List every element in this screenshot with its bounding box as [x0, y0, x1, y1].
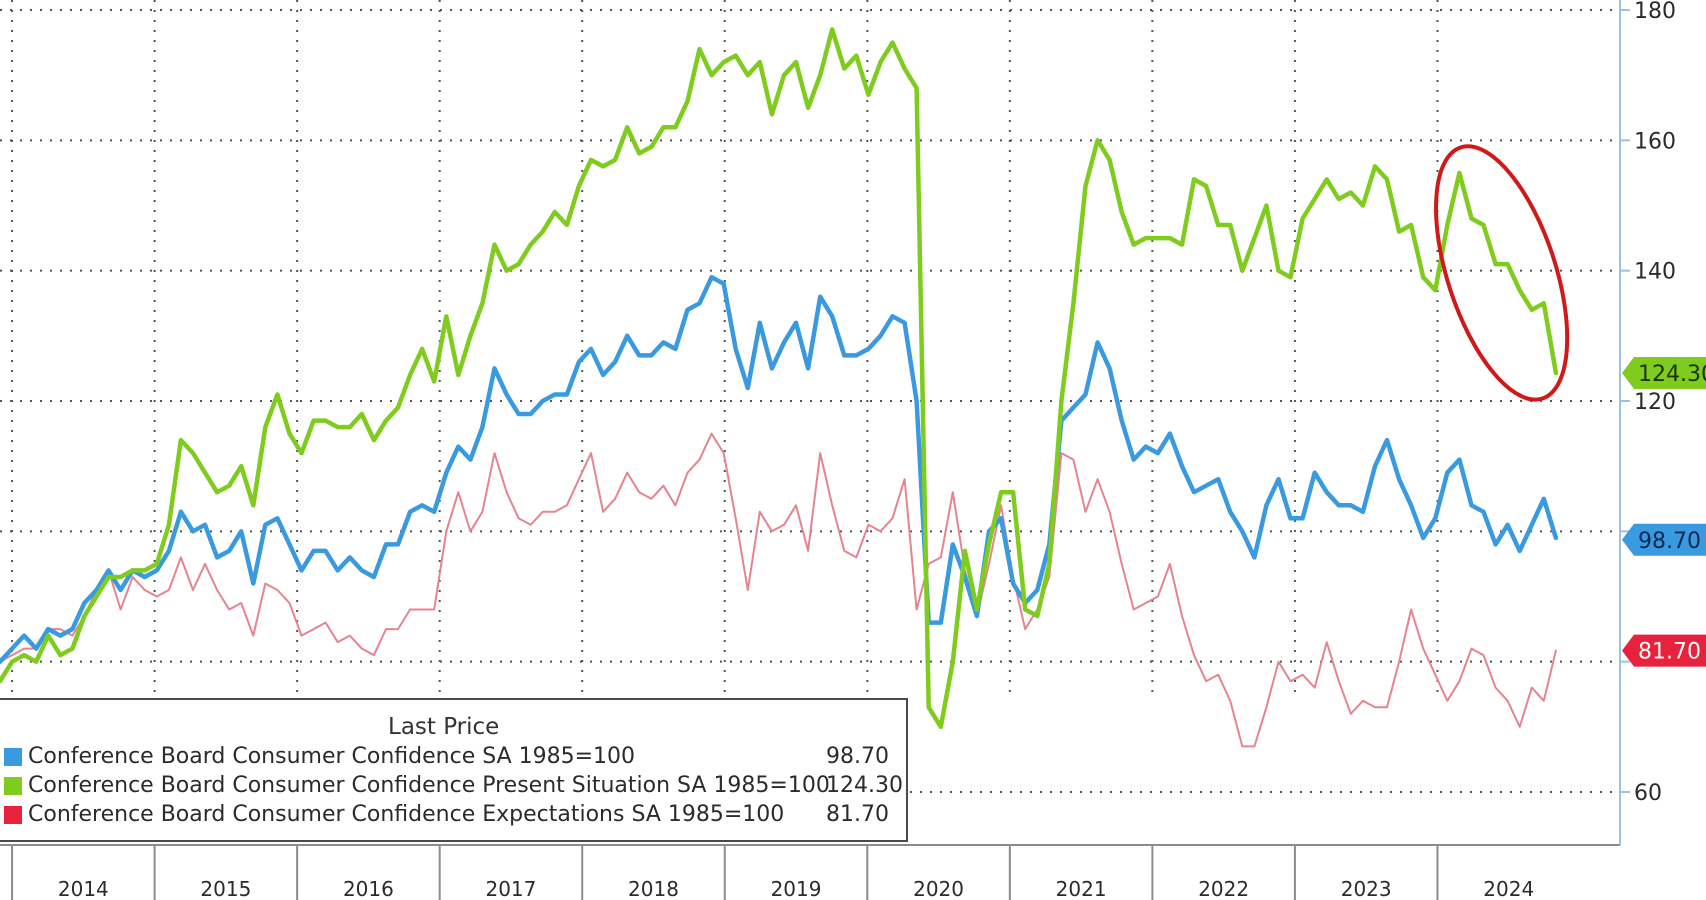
x-tick-label: 2023 [1341, 877, 1392, 900]
series-line-0 [0, 274, 1559, 664]
x-tick-label: 2020 [913, 877, 964, 900]
last-value-tag [1622, 356, 1706, 389]
legend-value: 98.70 [826, 744, 889, 769]
x-tick-label: 2015 [200, 877, 251, 900]
y-axis-ticks: 60 120 140 160 180 [1620, 0, 1676, 806]
last-value-tags: 98.70 124.30 81.70 [1622, 356, 1706, 667]
y-tick-label: 60 [1634, 781, 1662, 806]
series-lines [0, 27, 1559, 748]
legend-item: Conference Board Consumer Confidence SA … [4, 744, 904, 772]
legend-value: 81.70 [826, 802, 889, 827]
x-tick-label: 2016 [343, 877, 394, 900]
legend-swatch [4, 748, 22, 766]
legend-label: Conference Board Consumer Confidence Exp… [28, 802, 785, 827]
x-tick-label: 2024 [1483, 877, 1534, 900]
last-value-label: 81.70 [1638, 640, 1701, 665]
highlight-ellipse [1434, 144, 1570, 402]
x-tick-label: 2021 [1056, 877, 1107, 900]
x-axis-ticks: 2014 2015 2016 2017 2018 2019 2020 2021 2022 2023… [11, 845, 1534, 900]
last-value-label: 124.30 [1638, 362, 1706, 387]
legend-swatch [4, 806, 22, 824]
last-value-label: 98.70 [1638, 529, 1701, 554]
x-tick-label: 2018 [628, 877, 679, 900]
legend-item: Conference Board Consumer Confidence Exp… [4, 802, 904, 830]
series-line-2 [0, 432, 1557, 748]
last-value-tag [1622, 634, 1706, 667]
x-tick-label: 2014 [58, 877, 109, 900]
horizontal-grid [0, 9, 1620, 793]
vertical-grid [11, 0, 1439, 700]
x-tick-label: 2022 [1198, 877, 1249, 900]
legend-header: Last Price [388, 714, 500, 740]
x-tick-label: 2017 [485, 877, 536, 900]
last-value-tag [1622, 523, 1706, 556]
y-tick-label: 120 [1634, 390, 1676, 415]
y-tick-label: 180 [1634, 0, 1676, 24]
legend-value: 124.30 [826, 773, 903, 798]
series-line-1 [0, 27, 1559, 730]
legend-label: Conference Board Consumer Confidence SA … [28, 744, 636, 769]
x-tick-label: 2019 [771, 877, 822, 900]
legend-label: Conference Board Consumer Confidence Pre… [28, 773, 830, 798]
legend-item: Conference Board Consumer Confidence Pre… [4, 773, 904, 801]
y-tick-label: 160 [1634, 129, 1676, 154]
legend: Last Price Conference Board Consumer Con… [0, 698, 908, 842]
legend-swatch [4, 777, 22, 795]
y-tick-label: 140 [1634, 260, 1676, 285]
